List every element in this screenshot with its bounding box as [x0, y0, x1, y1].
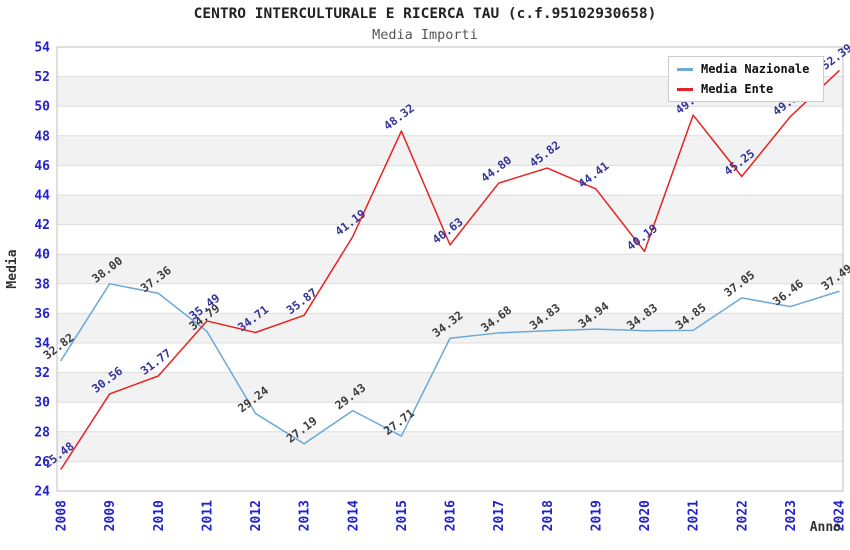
x-tick-label: 2016 [444, 500, 459, 531]
x-axis-title: Anno [810, 520, 841, 535]
y-tick-label: 30 [34, 396, 50, 411]
plot-border [56, 46, 844, 492]
plot-band [57, 254, 843, 284]
plot-band [57, 165, 843, 195]
plot-band [57, 343, 843, 373]
legend: Media Nazionale Media Ente [668, 56, 824, 102]
y-tick-label: 40 [34, 248, 50, 263]
y-tick-label: 44 [34, 189, 50, 204]
legend-item-media-nazionale: Media Nazionale [677, 61, 823, 77]
plot-band [57, 402, 843, 432]
x-tick-label: 2014 [346, 500, 361, 531]
x-tick-label: 2022 [735, 500, 750, 531]
series-line-media-nazionale [60, 283, 840, 445]
legend-label-media-ente: Media Ente [701, 82, 774, 96]
y-tick-label: 34 [34, 337, 50, 352]
y-tick-label: 24 [34, 485, 50, 500]
y-tick-label: 50 [34, 100, 50, 115]
x-tick-label: 2020 [638, 500, 653, 531]
x-tick-label: 2019 [589, 500, 604, 531]
x-tick-label: 2009 [103, 500, 118, 531]
y-tick-label: 32 [34, 366, 50, 381]
legend-swatch-media-ente-icon [677, 87, 693, 91]
y-tick-label: 54 [34, 41, 50, 56]
y-tick-label: 46 [34, 159, 50, 174]
x-tick-label: 2013 [298, 500, 313, 531]
x-tick-label: 2012 [249, 500, 264, 531]
plot-band [57, 106, 843, 136]
legend-item-media-ente: Media Ente [677, 81, 823, 97]
y-tick-label: 26 [34, 455, 50, 470]
x-tick-label: 2017 [492, 500, 507, 531]
y-tick-label: 28 [34, 425, 50, 440]
plot-band [57, 195, 843, 225]
series-line-media-ente [60, 70, 840, 470]
plot-band [57, 461, 843, 491]
legend-swatch-media-nazionale-icon [677, 67, 693, 71]
plot-band [57, 224, 843, 255]
y-tick-label: 36 [34, 307, 50, 322]
x-tick-label: 2008 [55, 500, 70, 531]
plot-band [57, 283, 843, 314]
x-tick-label: 2011 [200, 500, 215, 531]
y-tick-label: 38 [34, 277, 50, 292]
x-tick-label: 2018 [541, 500, 556, 531]
chart-subtitle: Media Importi [372, 27, 478, 43]
x-tick-label: 2010 [152, 500, 167, 531]
y-tick-label: 42 [34, 218, 50, 233]
chart-title: CENTRO INTERCULTURALE E RICERCA TAU (c.f… [193, 6, 657, 22]
y-tick-label: 52 [34, 70, 50, 85]
legend-label-media-nazionale: Media Nazionale [701, 62, 810, 76]
y-tick-label: 48 [34, 129, 50, 144]
x-tick-label: 2021 [687, 500, 702, 531]
x-tick-label: 2023 [784, 500, 799, 531]
plot-band [57, 372, 843, 403]
x-tick-label: 2024 [833, 500, 848, 531]
x-tick-label: 2015 [395, 500, 410, 531]
plot-band [57, 431, 843, 462]
y-axis-title: Media [5, 249, 20, 288]
plot-band [57, 135, 843, 166]
